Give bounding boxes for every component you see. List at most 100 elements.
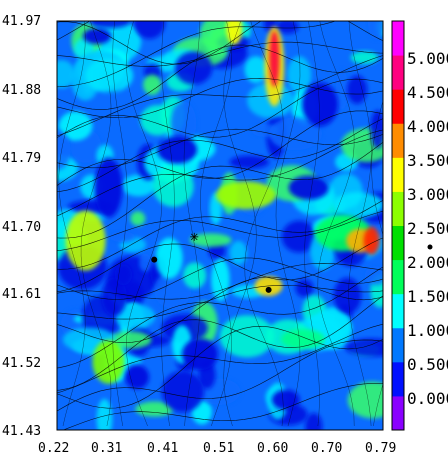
field-blob: [276, 21, 299, 34]
plot-area: [57, 21, 383, 430]
field-blob: [114, 264, 133, 286]
plot-frame: [56, 20, 384, 431]
field-lowspot: [288, 175, 329, 200]
field-hotspot: [280, 329, 325, 350]
field-blob: [229, 240, 248, 265]
y-axis: 41.97 41.88 41.79 41.70 41.61 41.52 41.4…: [2, 14, 41, 439]
field-blob: [152, 165, 194, 207]
field-blob: [368, 21, 383, 40]
field-blob: [295, 278, 314, 298]
colorbar-tick-label: 4.000: [407, 117, 448, 136]
colorbar-swatch: [392, 123, 404, 158]
streamline: [57, 21, 337, 88]
streamline: [57, 200, 383, 270]
field-blob: [229, 155, 270, 169]
streamline: [223, 21, 257, 427]
streamline: [57, 237, 383, 293]
field-blob: [130, 211, 146, 226]
field-blob: [347, 381, 383, 419]
colorbar-swatch: [392, 395, 404, 431]
field-blob: [219, 315, 275, 358]
colorbar-swatch: [392, 327, 404, 363]
colorbar: 0.000 0.500 1.000 1.500 2.000 2.500 3.00…: [391, 20, 448, 431]
streamline: [57, 41, 383, 67]
field-hotspot: [215, 181, 276, 210]
field-lowspot: [83, 28, 112, 45]
streamline: [57, 339, 383, 412]
colorbar-tick-label: 0.500: [407, 355, 448, 374]
streamline: [57, 118, 383, 193]
field-blob: [189, 233, 232, 247]
field-hotspot: [269, 30, 280, 87]
field-blob: [161, 370, 205, 413]
x-tick-label: 0.31: [91, 441, 122, 456]
y-tick-label: 41.61: [2, 287, 41, 302]
streamline: [58, 21, 86, 427]
colorbar-swatch: [392, 259, 404, 295]
y-tick-label: 41.88: [2, 83, 41, 98]
colorbar-swatch: [392, 21, 404, 56]
field-blob: [96, 398, 113, 430]
field-blob: [335, 69, 349, 110]
x-tick-label: 0.41: [147, 441, 178, 456]
streamlines: [57, 21, 383, 430]
streamline: [112, 21, 128, 427]
field-lowspot: [157, 135, 198, 164]
station-marker: [151, 256, 158, 263]
field-lowspot: [271, 389, 300, 410]
colorbar-tick-label: 1.500: [407, 287, 448, 306]
streamline: [57, 262, 383, 300]
streamline: [161, 21, 175, 427]
field-blob: [345, 338, 383, 357]
streamline: [371, 100, 383, 427]
streamline: [57, 276, 383, 344]
streamline: [183, 21, 201, 427]
streamline: [57, 141, 383, 239]
field-blob: [370, 110, 383, 149]
colorbar-tick-label: 0.000: [407, 389, 448, 408]
station-marker: [265, 286, 272, 293]
streamline: [126, 21, 162, 427]
x-tick-label: 0.60: [257, 441, 288, 456]
y-tick-label: 41.79: [2, 151, 41, 166]
field-blob: [140, 105, 176, 136]
field-lowspot: [94, 157, 123, 218]
y-tick-label: 41.97: [2, 14, 41, 29]
field-blob: [57, 130, 71, 171]
x-tick-label: 0.22: [38, 441, 69, 456]
streamline: [304, 21, 320, 427]
field-blob: [244, 56, 268, 84]
asterisk-marker: [190, 232, 199, 241]
field-blob: [347, 75, 368, 104]
streamline: [57, 44, 383, 110]
y-tick-label: 41.52: [2, 356, 41, 371]
field-blob: [305, 412, 323, 430]
field-blob: [183, 262, 207, 289]
streamline: [57, 128, 383, 169]
field-blob: [58, 111, 93, 141]
streamline: [275, 21, 301, 427]
x-axis: 0.22 0.31 0.41 0.51 0.60 0.70 0.79: [38, 441, 396, 456]
markers: [151, 232, 272, 293]
field-blob: [133, 21, 166, 40]
streamline: [57, 284, 383, 320]
colorbar-tick-label: 2.000: [407, 253, 448, 272]
field-blob: [101, 277, 127, 317]
colorbar-swatch: [392, 293, 404, 329]
field-lowspot: [302, 82, 339, 127]
streamline: [57, 21, 383, 65]
colorbar-swatches: [392, 21, 404, 431]
field-blobs: [57, 21, 383, 430]
colorbar-swatch: [392, 225, 404, 261]
field-blob: [135, 401, 174, 417]
field-blob: [139, 253, 152, 272]
field-hotspot: [363, 226, 380, 255]
streamline: [57, 325, 383, 409]
streamline: [57, 110, 383, 187]
x-tick-label: 0.79: [365, 441, 396, 456]
streamline: [57, 129, 383, 217]
streamline: [348, 21, 372, 427]
field-blob: [341, 128, 383, 163]
field-blob: [109, 231, 136, 243]
